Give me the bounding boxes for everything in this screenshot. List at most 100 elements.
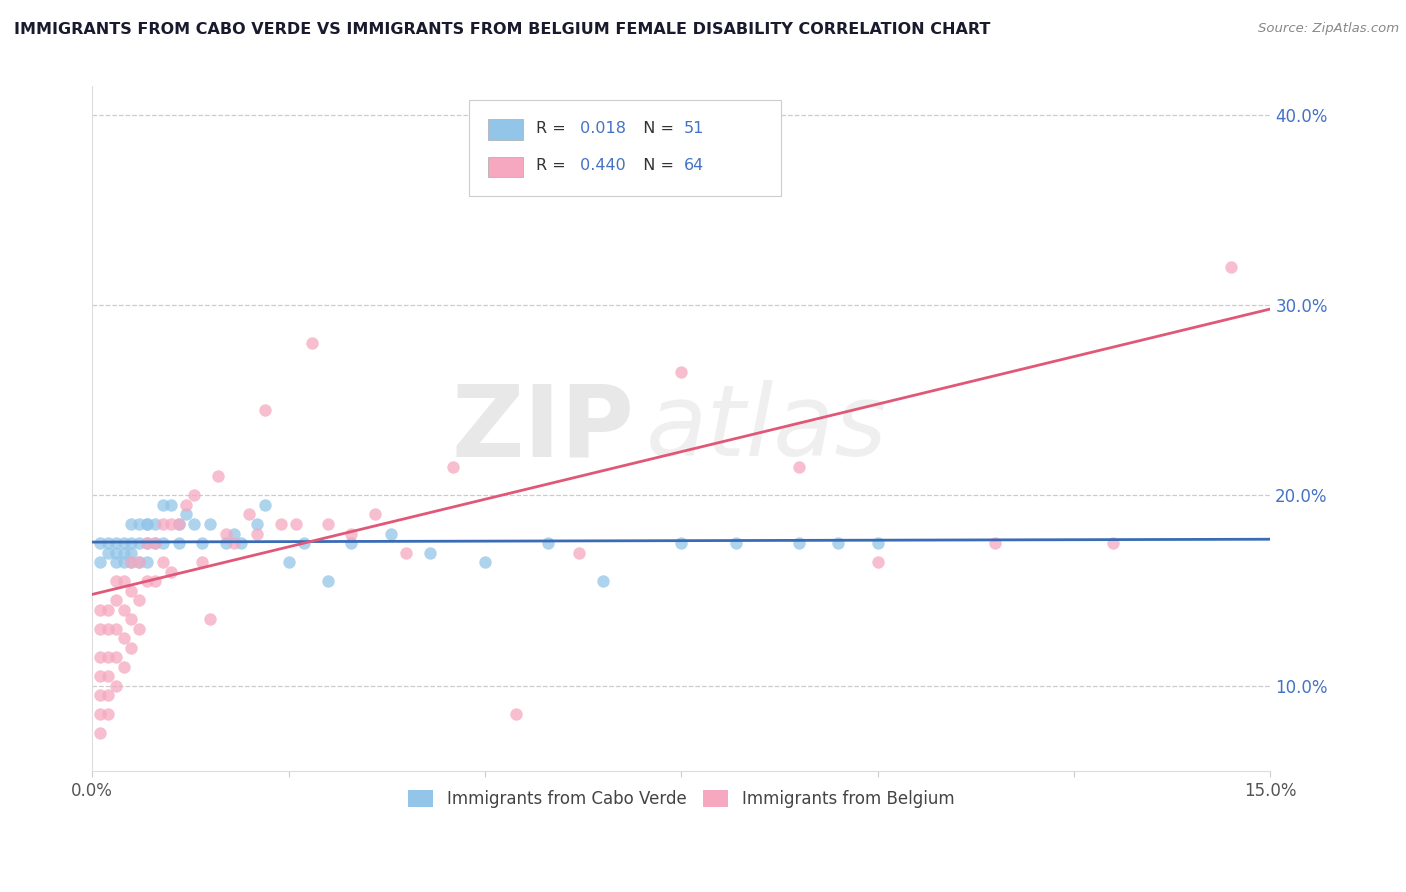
Point — [112, 536, 135, 550]
Point — [152, 516, 174, 531]
Point — [198, 612, 221, 626]
Point — [120, 555, 142, 569]
Point — [136, 516, 159, 531]
Point — [592, 574, 614, 588]
Point — [97, 536, 120, 550]
Point — [97, 545, 120, 559]
Text: atlas: atlas — [645, 380, 887, 477]
Point — [112, 631, 135, 645]
Point — [1220, 260, 1243, 274]
Text: 64: 64 — [683, 158, 704, 173]
Text: 0.018: 0.018 — [575, 120, 626, 136]
Point — [89, 536, 111, 550]
Point — [104, 593, 127, 607]
Point — [89, 602, 111, 616]
Point — [89, 555, 111, 569]
Point — [152, 536, 174, 550]
FancyBboxPatch shape — [488, 120, 523, 140]
Point — [671, 365, 693, 379]
Point — [112, 659, 135, 673]
Point — [89, 707, 111, 722]
Point — [97, 688, 120, 702]
Legend: Immigrants from Cabo Verde, Immigrants from Belgium: Immigrants from Cabo Verde, Immigrants f… — [402, 783, 960, 814]
Point — [215, 526, 238, 541]
Point — [143, 536, 166, 550]
Point — [316, 516, 339, 531]
Point — [120, 516, 142, 531]
Point — [89, 650, 111, 665]
Point — [104, 574, 127, 588]
Point — [787, 459, 810, 474]
Point — [112, 545, 135, 559]
Point — [231, 536, 253, 550]
Point — [285, 516, 308, 531]
Point — [112, 602, 135, 616]
Point — [984, 536, 1007, 550]
Point — [143, 574, 166, 588]
Point — [120, 640, 142, 655]
Point — [136, 536, 159, 550]
Point — [159, 498, 181, 512]
Point — [89, 669, 111, 683]
Point — [568, 545, 591, 559]
Text: N =: N = — [633, 158, 679, 173]
Point — [277, 555, 299, 569]
Point — [120, 545, 142, 559]
FancyBboxPatch shape — [470, 100, 782, 196]
Point — [380, 526, 402, 541]
Y-axis label: Female Disability: Female Disability — [0, 358, 8, 500]
Point — [176, 498, 198, 512]
Point — [222, 536, 245, 550]
Point — [97, 707, 120, 722]
Point — [143, 516, 166, 531]
Point — [183, 516, 205, 531]
Point — [253, 402, 276, 417]
Point — [364, 508, 387, 522]
Point — [120, 536, 142, 550]
Point — [340, 526, 363, 541]
Point — [246, 516, 269, 531]
Point — [128, 516, 150, 531]
Point — [112, 555, 135, 569]
Point — [1102, 536, 1125, 550]
Point — [866, 555, 889, 569]
Point — [340, 536, 363, 550]
Point — [97, 669, 120, 683]
FancyBboxPatch shape — [488, 157, 523, 178]
Point — [136, 555, 159, 569]
Point — [97, 650, 120, 665]
Point — [104, 650, 127, 665]
Point — [112, 574, 135, 588]
Text: ZIP: ZIP — [451, 380, 634, 477]
Point — [474, 555, 496, 569]
Point — [443, 459, 465, 474]
Point — [120, 612, 142, 626]
Point — [120, 555, 142, 569]
Point — [222, 526, 245, 541]
Point — [419, 545, 441, 559]
Point — [128, 555, 150, 569]
Point — [395, 545, 418, 559]
Text: 0.440: 0.440 — [575, 158, 626, 173]
Point — [104, 545, 127, 559]
Point — [167, 516, 190, 531]
Point — [152, 555, 174, 569]
Point — [827, 536, 849, 550]
Point — [97, 602, 120, 616]
Text: R =: R = — [536, 158, 571, 173]
Point — [301, 336, 323, 351]
Point — [238, 508, 260, 522]
Point — [191, 536, 214, 550]
Point — [136, 574, 159, 588]
Point — [167, 536, 190, 550]
Point — [104, 536, 127, 550]
Point — [136, 536, 159, 550]
Text: 51: 51 — [683, 120, 704, 136]
Point — [104, 622, 127, 636]
Point — [167, 516, 190, 531]
Point — [270, 516, 292, 531]
Point — [215, 536, 238, 550]
Point — [207, 469, 229, 483]
Point — [152, 498, 174, 512]
Point — [104, 679, 127, 693]
